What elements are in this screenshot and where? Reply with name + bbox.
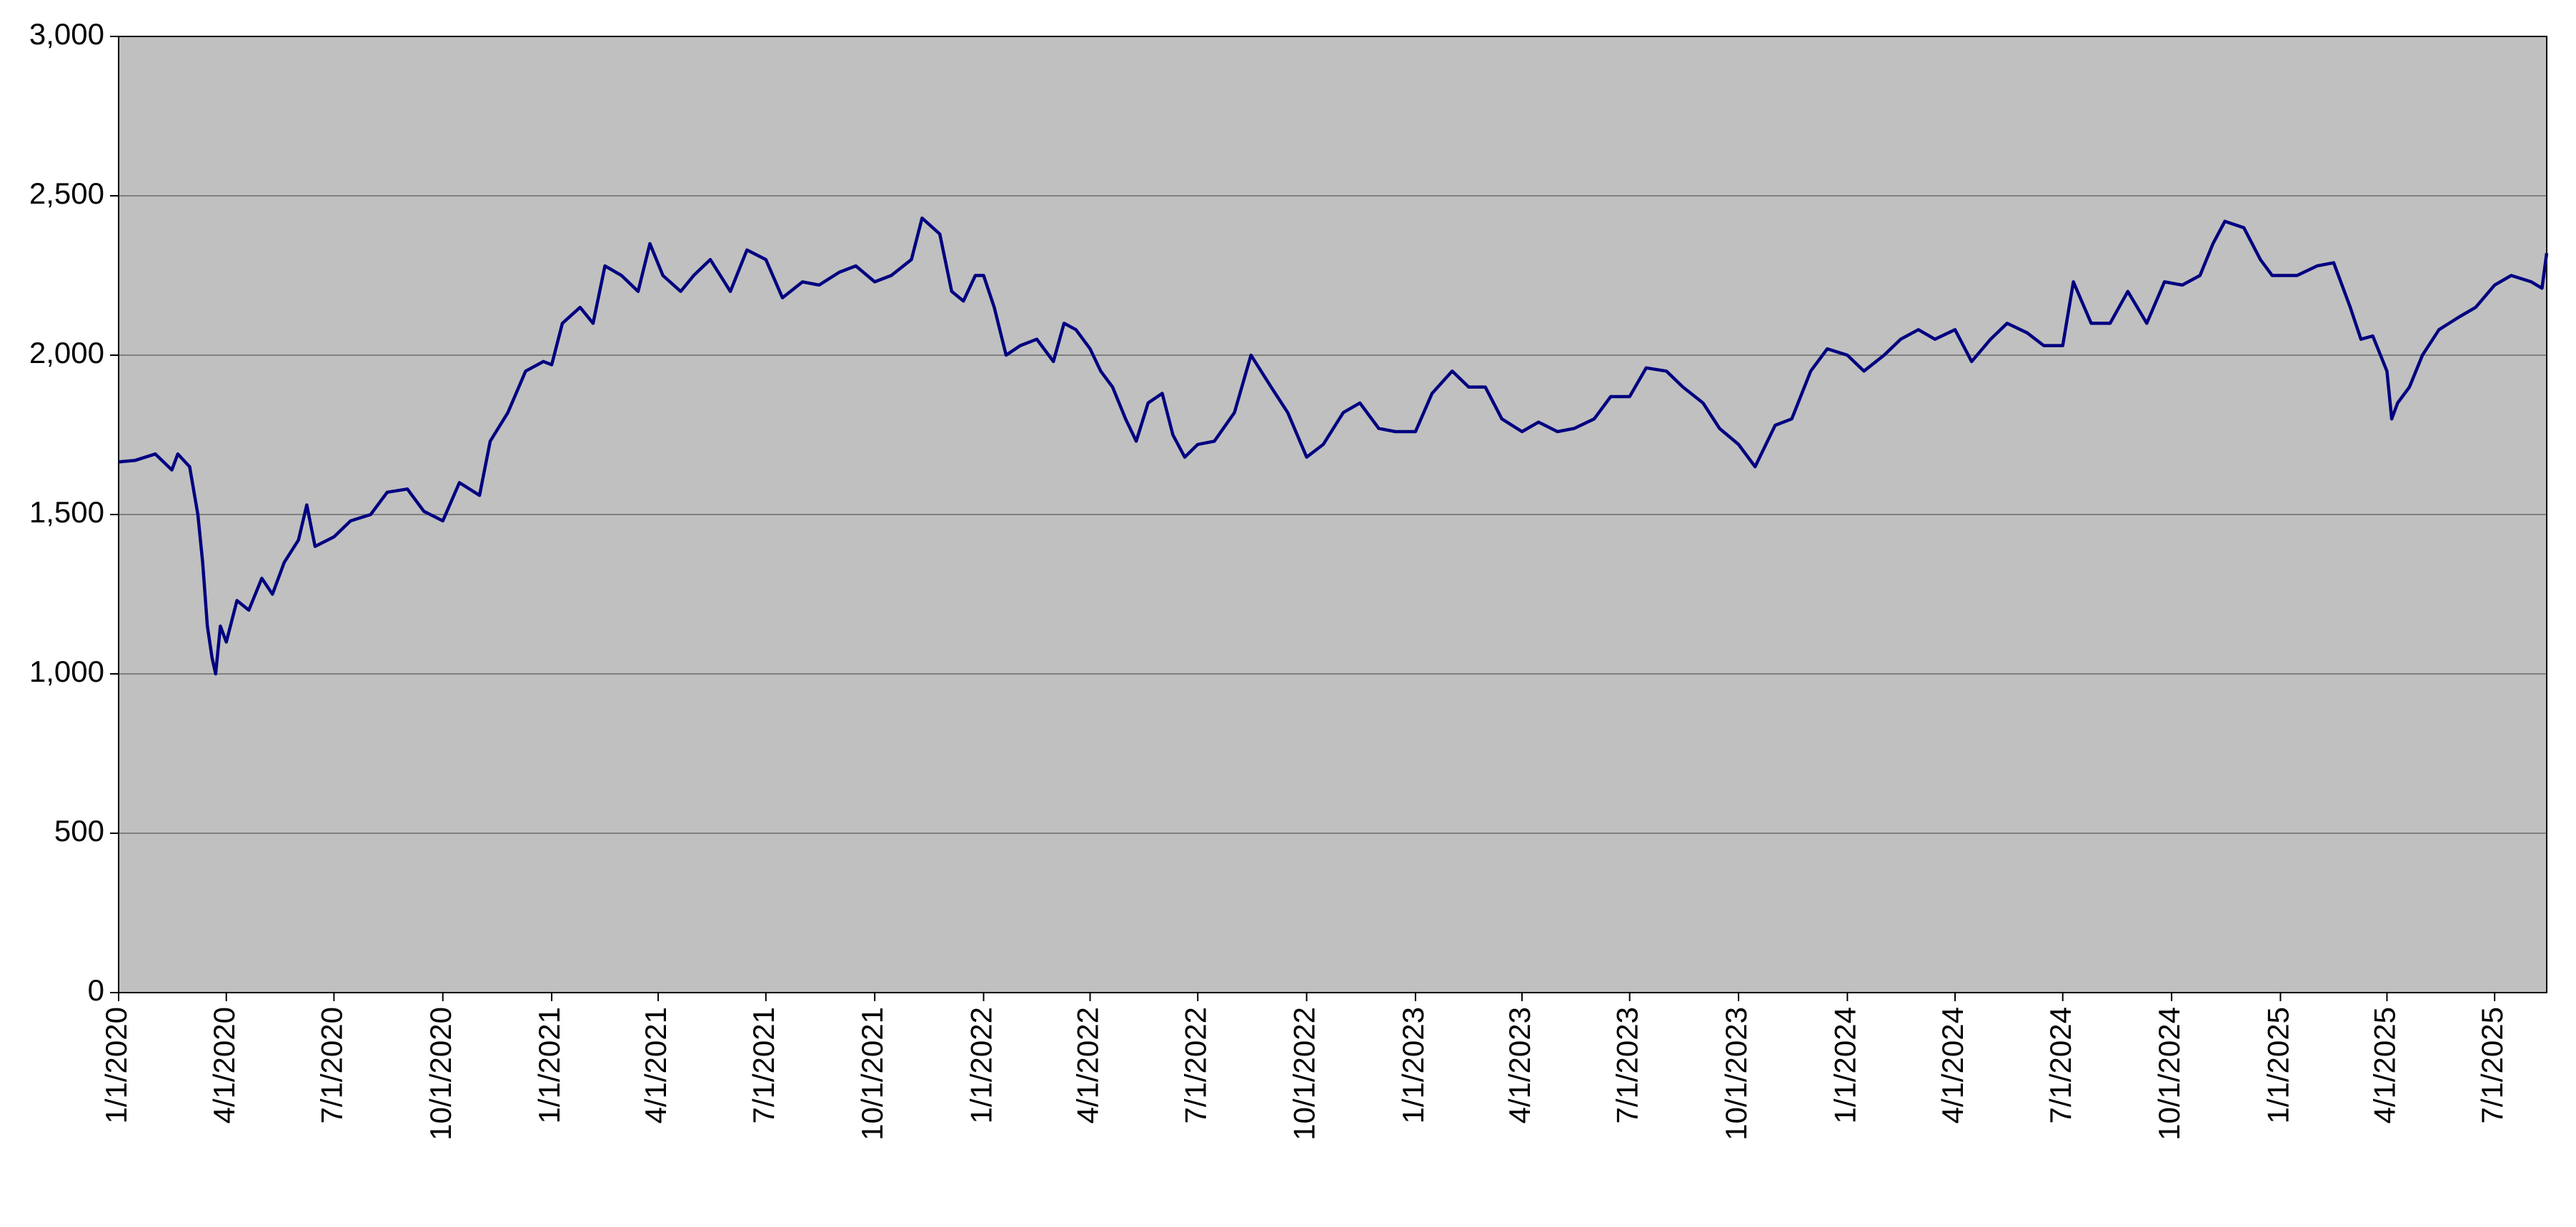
x-tick-label: 1/1/2022	[965, 1007, 998, 1124]
y-tick-label: 3,000	[29, 17, 104, 51]
y-tick-label: 2,000	[29, 336, 104, 369]
x-tick-label: 7/1/2024	[2044, 1007, 2077, 1124]
x-tick-label: 10/1/2024	[2152, 1007, 2186, 1141]
x-tick-label: 1/1/2025	[2262, 1007, 2295, 1124]
x-tick-label: 10/1/2020	[424, 1007, 457, 1141]
x-tick-label: 4/1/2023	[1503, 1007, 1536, 1124]
x-tick-label: 1/1/2020	[99, 1007, 133, 1124]
x-tick-label: 4/1/2022	[1071, 1007, 1105, 1124]
y-tick-label: 0	[88, 973, 104, 1007]
x-tick-label: 7/1/2025	[2475, 1007, 2509, 1124]
x-tick-label: 7/1/2021	[747, 1007, 780, 1124]
y-tick-label: 500	[54, 814, 104, 848]
x-tick-label: 7/1/2020	[314, 1007, 348, 1124]
price-line	[118, 216, 2549, 676]
x-tick-label: 10/1/2021	[855, 1007, 889, 1141]
x-tick-label: 7/1/2023	[1611, 1007, 1644, 1124]
plot-border	[118, 36, 2547, 993]
y-tick-label: 2,500	[29, 177, 104, 210]
x-tick-label: 4/1/2021	[639, 1007, 672, 1124]
x-tick-label: 4/1/2024	[1936, 1007, 1969, 1124]
x-tick-label: 1/1/2024	[1828, 1007, 1861, 1124]
y-tick-label: 1,000	[29, 655, 104, 688]
y-tick-label: 1,500	[29, 495, 104, 529]
x-tick-label: 4/1/2025	[2368, 1007, 2402, 1124]
x-tick-label: 10/1/2023	[1719, 1007, 1753, 1141]
x-tick-label: 1/1/2023	[1396, 1007, 1430, 1124]
x-tick-label: 7/1/2022	[1178, 1007, 1212, 1124]
x-tick-label: 10/1/2022	[1288, 1007, 1321, 1141]
x-tick-label: 4/1/2020	[207, 1007, 241, 1124]
x-tick-label: 1/1/2021	[532, 1007, 566, 1124]
